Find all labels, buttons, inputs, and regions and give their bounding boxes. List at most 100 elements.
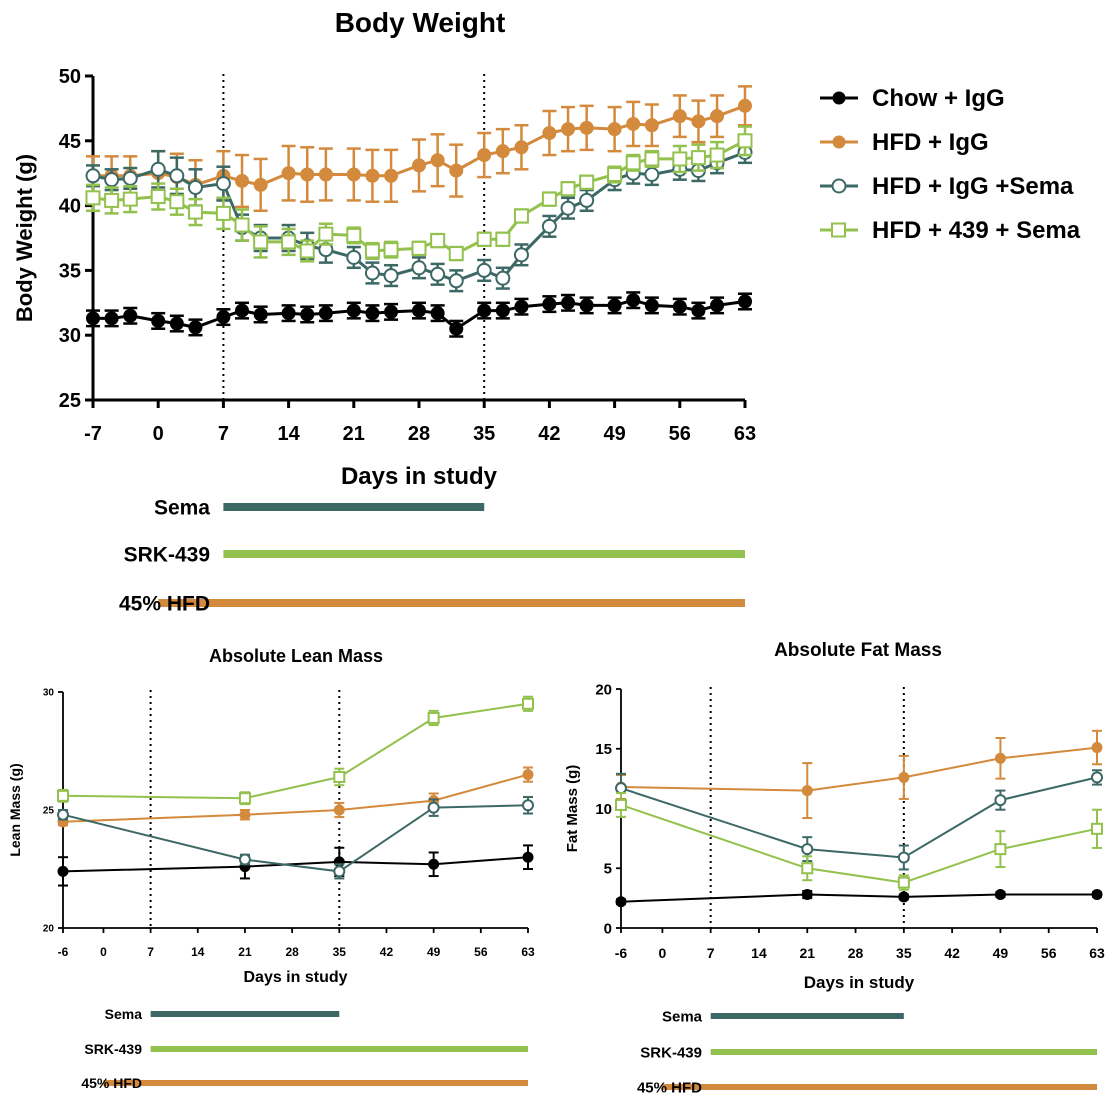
- x-tick-label: 42: [944, 945, 960, 961]
- treatment-bar-label: Sema: [105, 1006, 143, 1022]
- x-tick-label: 56: [474, 945, 488, 959]
- x-tick-label: 28: [285, 945, 299, 959]
- data-point: [737, 133, 753, 149]
- data-point: [477, 303, 492, 318]
- data-point: [430, 153, 445, 168]
- data-point: [994, 843, 1007, 856]
- data-point: [428, 858, 440, 870]
- data-point: [281, 166, 296, 181]
- data-point: [122, 191, 138, 207]
- treatment-bar-label: SRK-439: [124, 543, 210, 566]
- data-point: [318, 167, 333, 182]
- x-tick-label: 21: [238, 945, 252, 959]
- data-point: [615, 782, 627, 795]
- data-point: [513, 247, 529, 263]
- data-point: [57, 865, 69, 877]
- data-point: [994, 752, 1006, 764]
- series-3: [615, 769, 1103, 871]
- data-point: [801, 785, 813, 797]
- data-point: [346, 303, 361, 318]
- data-point: [122, 170, 138, 186]
- data-point: [495, 303, 510, 318]
- legend-label: HFD + IgG +Sema: [872, 173, 1074, 200]
- data-point: [150, 189, 166, 205]
- data-point: [300, 167, 315, 182]
- data-point: [104, 311, 119, 326]
- treatment-bar-label: SRK-439: [84, 1041, 142, 1057]
- data-point: [318, 226, 334, 242]
- data-point: [346, 227, 362, 243]
- x-tick-label: 49: [603, 423, 625, 445]
- data-point: [738, 98, 752, 113]
- legend-marker: [831, 178, 847, 194]
- data-point: [187, 179, 203, 195]
- data-point: [710, 109, 725, 124]
- data-point: [513, 208, 529, 224]
- chart-title: Absolute Lean Mass: [209, 646, 383, 666]
- x-tick-label: 0: [100, 945, 107, 959]
- y-tick-label: 0: [604, 920, 612, 937]
- x-tick-label: 63: [1089, 945, 1105, 961]
- data-point: [430, 233, 446, 249]
- data-point: [299, 243, 315, 259]
- series-2: [615, 729, 1103, 820]
- x-tick-label: 14: [277, 423, 300, 445]
- data-point: [522, 851, 534, 863]
- data-point: [801, 889, 813, 901]
- data-point: [994, 794, 1007, 807]
- data-point: [644, 166, 660, 182]
- treatment-bar-label: 45% HFD: [81, 1075, 142, 1091]
- y-axis-label: Fat Mass (g): [564, 765, 581, 853]
- data-point: [898, 771, 910, 783]
- data-point: [476, 231, 492, 247]
- data-point: [333, 770, 346, 783]
- x-tick-label: 35: [473, 423, 495, 445]
- x-tick-label: 42: [538, 423, 560, 445]
- x-tick-label: 14: [191, 945, 205, 959]
- data-point: [169, 316, 184, 331]
- legend: Chow + IgG HFD + IgG HFD + IgG +Sema HFD + …: [820, 85, 1081, 244]
- data-point: [253, 234, 269, 250]
- treatment-bar-label: Sema: [154, 496, 210, 519]
- x-tick-label: 7: [147, 945, 154, 959]
- data-point: [215, 205, 231, 221]
- data-point: [85, 168, 101, 184]
- y-tick-label: 30: [59, 325, 81, 347]
- series-line: [620, 803, 1098, 884]
- data-point: [449, 163, 464, 178]
- data-point: [238, 853, 251, 866]
- x-tick-label: 7: [707, 945, 715, 961]
- x-tick-label: -7: [84, 423, 102, 445]
- chart-1: Absolute Lean Mass -6 0 7 14 21 28 35 42 49 56 63 20…: [7, 646, 535, 1091]
- data-point: [615, 798, 627, 811]
- data-point: [427, 801, 440, 814]
- chart-title: Body Weight: [335, 7, 506, 38]
- x-tick-label: 14: [751, 945, 767, 961]
- series-4: [615, 791, 1103, 891]
- legend-marker: [831, 222, 846, 238]
- x-tick-label: -6: [58, 945, 69, 959]
- data-point: [709, 147, 725, 163]
- x-tick-label: 49: [427, 945, 441, 959]
- legend-label: HFD + IgG: [872, 129, 989, 156]
- data-point: [579, 120, 594, 135]
- legend-label: HFD + 439 + Sema: [872, 217, 1081, 244]
- data-point: [412, 158, 426, 173]
- data-point: [1091, 742, 1103, 754]
- data-point: [234, 217, 250, 233]
- data-point: [514, 140, 529, 155]
- data-point: [86, 311, 100, 326]
- data-point: [1091, 889, 1103, 901]
- data-point: [411, 240, 427, 256]
- data-point: [994, 889, 1006, 901]
- data-point: [607, 298, 622, 313]
- y-tick-label: 15: [595, 741, 612, 758]
- data-point: [542, 297, 557, 312]
- chart-2: Absolute Fat Mass-6 0 7 14 21 28 35 42 49 56 63051…: [564, 640, 1105, 1096]
- data-point: [801, 843, 814, 856]
- data-point: [281, 306, 296, 321]
- data-point: [300, 307, 315, 322]
- x-tick-label: 7: [218, 423, 229, 445]
- y-tick-label: 5: [604, 861, 612, 878]
